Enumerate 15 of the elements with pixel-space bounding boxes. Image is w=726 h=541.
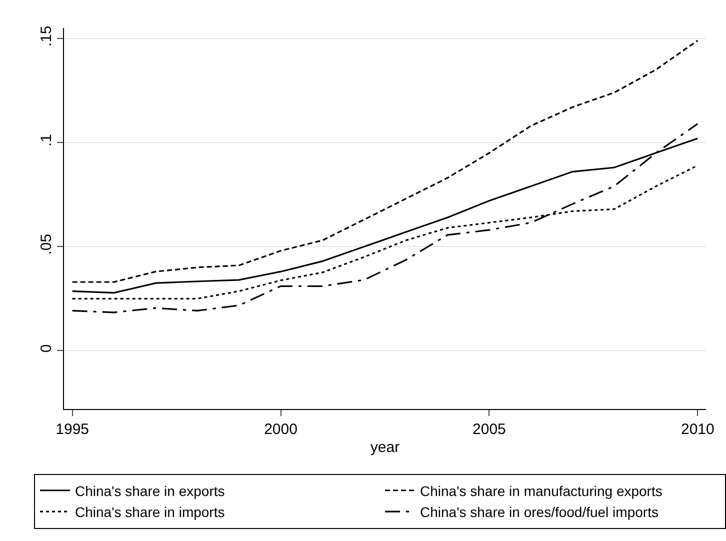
y-tick-label: 0 <box>38 344 55 353</box>
y-tick-label: .15 <box>38 26 55 47</box>
y-tick-label: .1 <box>38 134 55 147</box>
x-tick-label: 2005 <box>472 421 506 438</box>
x-tick-label: 2000 <box>264 421 298 438</box>
line-series <box>72 40 698 283</box>
x-tick-label: 1995 <box>56 421 90 438</box>
x-tick-label: 2010 <box>680 421 714 438</box>
x-axis-title: year <box>370 439 400 456</box>
y-tick-label: .05 <box>38 234 55 255</box>
legend-label: China's share in manufacturing exports <box>420 482 662 499</box>
legend-label: China's share in exports <box>75 482 225 499</box>
line-series <box>72 122 698 314</box>
legend-label: China's share in ores/food/fuel imports <box>420 504 658 520</box>
legend-label: China's share in imports <box>75 504 225 520</box>
